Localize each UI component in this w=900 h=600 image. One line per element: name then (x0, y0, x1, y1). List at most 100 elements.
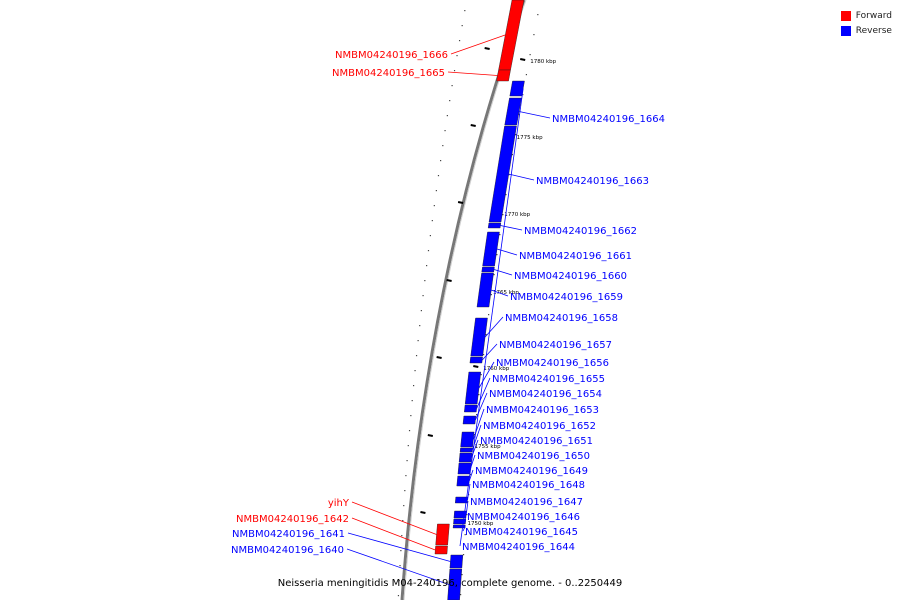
legend-label-forward: Forward (855, 10, 892, 21)
scale-tick-label: 1760 kbp (483, 366, 509, 372)
gene-leader-line (465, 500, 469, 515)
gene-block-reverse[interactable] (458, 452, 473, 463)
gene-label[interactable]: NMBM04240196_1659 (510, 292, 623, 303)
minor-tick-dot (488, 314, 490, 316)
gene-block-reverse[interactable] (452, 524, 466, 529)
gene-leader-line (447, 71, 498, 76)
scale-tick-mark (520, 58, 526, 61)
gene-block-reverse[interactable] (476, 272, 494, 308)
minor-tick-dot (435, 190, 437, 192)
gene-block-forward[interactable] (434, 545, 448, 555)
gene-label[interactable]: NMBM04240196_1656 (496, 358, 609, 369)
gene-block-reverse[interactable] (504, 97, 522, 126)
minor-tick-dot (473, 434, 476, 436)
gene-block-reverse[interactable] (488, 125, 517, 223)
gene-label[interactable]: NMBM04240196_1665 (332, 68, 445, 79)
minor-tick-dot (422, 295, 424, 297)
gene-leader-line (351, 517, 436, 551)
minor-tick-dot (493, 274, 495, 276)
gene-label[interactable]: NMBM04240196_1648 (472, 480, 585, 491)
gene-leader-line (464, 515, 467, 522)
scale-tick-mark (427, 434, 434, 437)
gene-label[interactable]: NMBM04240196_1646 (467, 512, 580, 523)
gene-block-reverse[interactable] (457, 462, 472, 475)
gene-label[interactable]: NMBM04240196_1663 (536, 176, 649, 187)
gene-block-reverse[interactable] (464, 404, 478, 413)
gene-label[interactable]: NMBM04240196_1650 (477, 451, 590, 462)
gene-block-reverse[interactable] (481, 266, 495, 273)
gene-label[interactable]: NMBM04240196_1664 (552, 114, 665, 125)
gene-block-reverse[interactable] (449, 554, 464, 569)
gene-leader-line (493, 269, 513, 276)
gene-block-reverse[interactable] (487, 222, 502, 229)
gene-leader-line (346, 548, 449, 585)
gene-block-reverse[interactable] (482, 231, 500, 267)
gene-label[interactable]: NMBM04240196_1653 (486, 405, 599, 416)
minor-tick-dot (458, 40, 461, 42)
gene-label[interactable]: NMBM04240196_1660 (514, 271, 627, 282)
gene-leader-line (484, 316, 504, 338)
gene-label[interactable]: NMBM04240196_1655 (492, 374, 605, 385)
gene-label[interactable]: NMBM04240196_1647 (470, 497, 583, 508)
minor-tick-dot (490, 294, 492, 296)
genome-backbone (400, 0, 526, 600)
scale-tick-mark (420, 511, 426, 514)
gene-block-forward[interactable] (435, 523, 450, 546)
minor-tick-dot (464, 10, 466, 12)
gene-leader-line (467, 483, 471, 501)
gene-block-reverse[interactable] (455, 496, 468, 504)
minor-tick-dot (511, 154, 514, 156)
minor-tick-dot (407, 445, 409, 447)
minor-tick-dot (417, 340, 419, 342)
gene-block-forward[interactable] (496, 69, 511, 82)
gene-label[interactable]: NMBM04240196_1658 (505, 313, 618, 324)
gene-block-reverse[interactable] (453, 510, 467, 519)
gene-label[interactable]: NMBM04240196_1644 (462, 542, 575, 553)
gene-block-reverse[interactable] (462, 415, 477, 425)
minor-tick-dot (485, 334, 487, 336)
gene-label[interactable]: yihY (328, 498, 350, 509)
gene-label[interactable]: NMBM04240196_1645 (465, 527, 578, 538)
gene-label[interactable]: NMBM04240196_1652 (483, 421, 596, 432)
gene-block-reverse[interactable] (460, 431, 475, 448)
gene-label[interactable]: NMBM04240196_1651 (480, 436, 593, 447)
minor-tick-dot (529, 54, 531, 56)
minor-tick-dot (431, 220, 433, 222)
gene-label[interactable]: NMBM04240196_1641 (232, 529, 345, 540)
gene-block-reverse[interactable] (447, 568, 463, 600)
minor-tick-dot (400, 550, 402, 552)
gene-block-reverse[interactable] (456, 475, 470, 487)
gene-leader-line (459, 88, 524, 547)
gene-block-reverse[interactable] (470, 317, 488, 357)
gene-block-reverse[interactable] (464, 371, 482, 405)
scale-ticks: 1780 kbp 1775 kbp 1770 kbp 1765 kbp 1760 kbp… (420, 47, 557, 527)
scale-tick-mark (470, 124, 476, 127)
minor-tick-dot (449, 100, 451, 102)
gene-block-reverse[interactable] (459, 447, 473, 453)
gene-label[interactable]: NMBM04240196_1657 (499, 340, 612, 351)
gene-label[interactable]: NMBM04240196_1666 (335, 50, 448, 61)
gene-leader-line (468, 469, 474, 482)
gene-label[interactable]: NMBM04240196_1649 (475, 466, 588, 477)
minor-tick-dot (397, 595, 400, 597)
gene-label[interactable]: NMBM04240196_1661 (519, 251, 632, 262)
minor-tick-dot (525, 74, 528, 76)
gene-leader-line (351, 501, 437, 535)
gene-label[interactable]: NMBM04240196_1654 (489, 389, 602, 400)
minor-tick-dot (478, 394, 480, 396)
gene-leader-line (496, 248, 518, 256)
gene-label[interactable]: NMBM04240196_1642 (236, 514, 349, 525)
gene-labels: NMBM04240196_1666 NMBM04240196_1665 NMBM04… (231, 34, 665, 585)
gene-leader-line (518, 111, 551, 119)
minor-tick-dot (505, 194, 507, 196)
gene-label[interactable]: NMBM04240196_1662 (524, 226, 637, 237)
gene-block-reverse[interactable] (469, 356, 483, 364)
minor-tick-dot (403, 505, 405, 507)
minor-tick-dot (419, 325, 421, 327)
gene-block-reverse[interactable] (453, 518, 467, 525)
gene-leader-line (508, 173, 535, 181)
legend-item-reverse: Reverse (840, 23, 892, 38)
minor-tick-dot (398, 580, 400, 582)
gene-label[interactable]: NMBM04240196_1640 (231, 545, 344, 556)
